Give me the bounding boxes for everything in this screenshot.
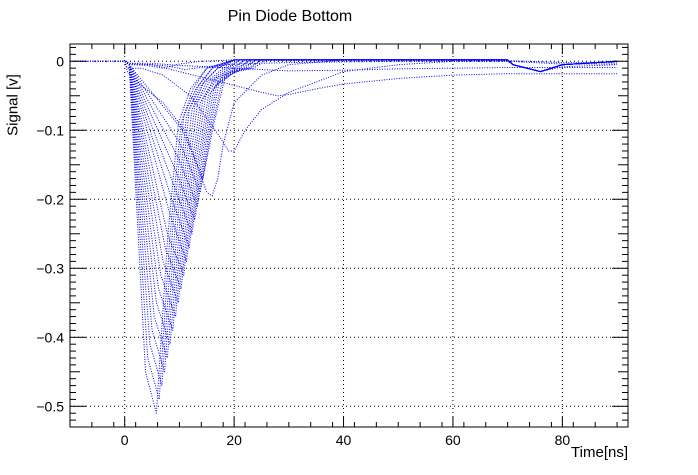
series-line-20 <box>70 60 618 152</box>
plot-frame <box>69 43 629 428</box>
x-tick-label: 0 <box>121 432 129 448</box>
chart-title: Pin Diode Bottom <box>227 8 353 25</box>
axis-ticks <box>69 44 628 428</box>
x-tick-label: 60 <box>445 432 461 448</box>
x-tick-label: 80 <box>555 432 571 448</box>
series-line-10 <box>70 59 618 290</box>
series-line-15 <box>70 59 618 221</box>
y-tick-label: −0.1 <box>36 122 64 138</box>
x-tick-label: 20 <box>226 432 242 448</box>
y-tick-label: −0.4 <box>36 329 64 345</box>
tick-labels: 0 20 40 60 80 0 −0.1 −0.2 −0.3 −0.4 −0.5 <box>36 53 570 448</box>
series-line-24 <box>70 59 618 69</box>
series-line-6 <box>70 59 618 345</box>
y-tick-label: −0.3 <box>36 260 64 276</box>
grid-lines <box>70 44 628 427</box>
series-line-3 <box>70 59 618 387</box>
y-tick-label: −0.5 <box>36 398 64 414</box>
series-line-23 <box>70 60 618 70</box>
y-tick-label: −0.2 <box>36 191 64 207</box>
series-line-8 <box>70 59 618 318</box>
x-axis-label: Time[ns] <box>571 444 628 461</box>
y-tick-label: 0 <box>56 53 64 69</box>
x-tick-label: 40 <box>336 432 352 448</box>
series-group <box>70 59 618 414</box>
series-line-14 <box>70 59 618 235</box>
